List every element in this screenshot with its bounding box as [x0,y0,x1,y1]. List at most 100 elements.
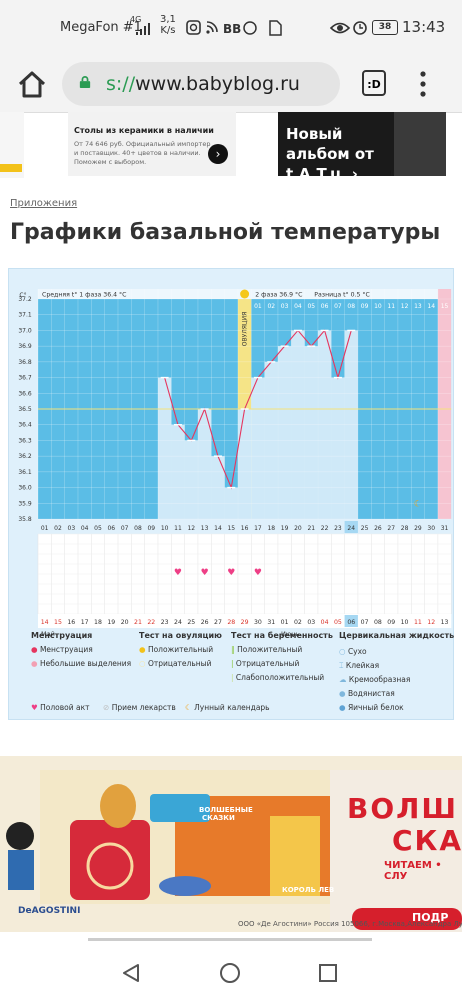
date-label: 17 [81,619,89,626]
date-label: 01 [281,619,289,626]
legend-medication: ⊘ Прием лекарств [103,703,176,712]
date-label: 06 [347,619,355,626]
cycle-day-label: 02 [267,303,275,310]
legend-watery: ● Водянистая [339,689,395,698]
today-date-marker [344,615,358,627]
home-nav-icon[interactable] [219,962,241,984]
legend-light: ● Небольшие выделения [31,659,132,668]
network-type: 4G [130,15,142,24]
ovulation-label: ОВУЛЯЦИЯ [242,312,249,347]
x-tick-label: 08 [134,525,142,532]
y-tick-label: 36.0 [18,485,32,492]
cycle-day-label: 04 [294,303,302,310]
y-tick-label: 35.8 [18,516,32,523]
temp-bar [171,424,185,519]
breadcrumb[interactable]: Приложения [10,198,78,209]
x-tick-label: 11 [174,525,182,532]
date-label: 02 [294,619,302,626]
legend-creamy: ☁ Кремообразная [339,675,411,684]
legend-pr-positive: ‖ Положительный [231,645,303,654]
date-label: 09 [387,619,395,626]
bbt-chart[interactable]: 35.8 35.9 36.0 36.1 36.2 36.3 36.4 36.5 36.6 36.7… [9,269,455,721]
x-tick-label: 24 [347,525,355,532]
cycle-day-label: 14 [427,303,435,310]
sticky-icon: ⌶ [339,661,344,670]
cycle-day-label: 06 [321,303,329,310]
recents-icon[interactable] [318,963,338,983]
x-tick-label: 05 [94,525,102,532]
heart-icon: ♥ [31,703,38,712]
y-tick-label: 36.3 [18,437,32,444]
intercourse-heart-icon: ♥ [174,568,182,578]
x-tick-label: 20 [294,525,302,532]
ad-arrow-button[interactable]: › [208,144,228,164]
y-tick-label: 36.2 [18,453,32,460]
legend-menstruation: ● Менструация [31,645,93,654]
ad-brand: DeAGOSTINI [18,906,81,916]
cycle-day-label: 05 [307,303,315,310]
cycle-end-column [437,289,452,519]
phase1-label: Средняя t° 1 фаза 36.4 °C [42,291,126,299]
phase2-label: 2 фаза 36.9 °C [255,291,302,299]
y-tick-label: 36.9 [18,343,32,350]
date-label: 31 [267,619,275,626]
legend-moon: ☾ Лунный календарь [185,703,270,712]
x-tick-label: 06 [107,525,115,532]
test-negative-icon: | [231,659,234,668]
back-icon[interactable] [120,962,142,984]
carrier-label: MegaFon #1 [60,20,142,35]
ad-left-thumb[interactable] [0,112,24,178]
cycle-day-label: 01 [254,303,262,310]
date-label: 25 [187,619,195,626]
date-label: 03 [307,619,315,626]
x-tick-label: 29 [414,525,422,532]
legend-ov-positive: ● Положительный [139,645,214,654]
cycle-day-label: 08 [347,303,355,310]
alarm-icon [353,21,367,35]
temp-bar [291,330,305,519]
battery-icon: 38 [372,20,398,35]
date-label: 28 [227,619,235,626]
ad-banner-disney[interactable]: ВОЛШ СКА ЧИТАЕМ • СЛУ ПОДР ВОЛШЕБНЫЕ СКА… [0,756,462,932]
date-label: 22 [147,619,155,626]
temp-bar [304,346,318,519]
cycle-day-label: 13 [414,303,422,310]
date-label: 27 [214,619,222,626]
scroll-indicator [88,938,372,941]
address-bar[interactable]: s://www.babyblog.ru [62,62,340,106]
date-label: 08 [374,619,382,626]
date-label: 04 [321,619,329,626]
temp-bar [317,330,332,519]
y-tick-label: 36.1 [18,469,32,476]
intercourse-heart-icon: ♥ [201,568,209,578]
home-icon[interactable] [14,66,50,102]
x-tick-label: 28 [401,525,409,532]
tab-switcher-button[interactable]: :D [362,70,386,96]
overflow-menu-icon[interactable] [418,70,428,98]
ad-cta-button[interactable]: ПОДР [412,911,449,924]
file-icon [269,20,282,36]
date-label: 07 [361,619,369,626]
ad-headline: Столы из керамики в наличии [74,126,214,135]
ad-banner-tables[interactable]: Столы из керамики в наличии От 74 646 ру… [68,112,236,176]
diff-label: Разница t° 0.5 °C [314,291,370,299]
lock-icon [79,76,91,88]
temp-bar [344,330,358,519]
cycle-day-label: 10 [374,303,382,310]
x-tick-label: 15 [227,525,235,532]
month-label: Май [41,630,55,638]
sun-icon: ● [139,645,146,654]
x-tick-label: 27 [387,525,395,532]
x-tick-label: 17 [254,525,262,532]
date-label: 14 [41,619,49,626]
date-label: 18 [94,619,102,626]
temp-bar [157,377,172,519]
date-label: 24 [174,619,182,626]
cycle-day-label: 09 [361,303,369,310]
cloud-icon: ☁ [339,675,347,684]
temp-bar [277,346,292,519]
date-label: 05 [334,619,342,626]
bbt-chart-panel: 35.8 35.9 36.0 36.1 36.2 36.3 36.4 36.5 36.6 36.7… [8,268,454,720]
ad-banner-album[interactable]: Новый альбом от t.A.T.u. › [278,112,446,176]
pill-icon: ⊘ [103,703,110,712]
